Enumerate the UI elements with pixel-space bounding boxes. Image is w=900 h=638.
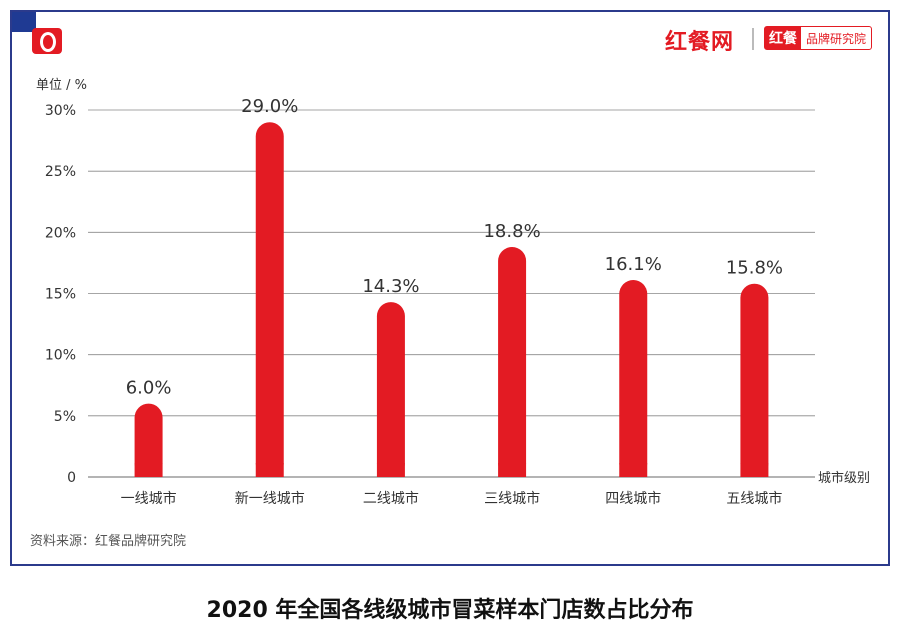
value-label: 15.8% xyxy=(726,258,783,279)
value-label: 6.0% xyxy=(126,378,172,399)
x-tick-label: 新一线城市 xyxy=(235,490,305,507)
x-tick-label: 一线城市 xyxy=(121,490,177,507)
brand-tag: 红餐 xyxy=(765,27,801,49)
brand-badge: 红餐 品牌研究院 xyxy=(764,26,873,50)
y-tick-label: 20% xyxy=(45,225,76,241)
bar-base-3 xyxy=(376,463,405,477)
y-tick-labels: 0 5% 10% 15% 20% 25% 30% xyxy=(45,103,76,486)
bar-base-4 xyxy=(498,463,527,477)
y-tick-label: 0 xyxy=(67,470,76,486)
value-label: 18.8% xyxy=(483,221,540,242)
y-tick-label: 5% xyxy=(54,409,76,425)
y-axis-unit-label: 单位 / % xyxy=(36,78,87,93)
grid-lines xyxy=(88,109,815,478)
bar-1 xyxy=(134,403,163,477)
brand-name: 红餐网 xyxy=(665,30,735,55)
x-tick-labels: 一线城市 新一线城市 二线城市 三线城市 四线城市 五线城市 xyxy=(121,490,783,507)
bar-3 xyxy=(376,302,405,477)
bar-chart: 0 5% 10% 15% 20% 25% 30% 6.0% 29.0% 14.3% 18.8% 16… xyxy=(45,96,870,507)
bar-2 xyxy=(255,122,284,477)
x-axis-label: 城市级别 xyxy=(818,470,870,486)
x-tick-label: 二线城市 xyxy=(363,490,419,507)
corner-accent xyxy=(12,12,36,32)
chart-caption: 2020 年全国各线级城市冒菜样本门店数占比分布 xyxy=(206,598,694,623)
bars xyxy=(134,122,769,477)
source-note: 资料来源：红餐品牌研究院 xyxy=(30,534,187,549)
bar-base-1 xyxy=(134,463,163,477)
bar-4 xyxy=(498,247,527,477)
x-tick-label: 四线城市 xyxy=(605,490,661,507)
value-label: 16.1% xyxy=(605,254,662,275)
y-tick-label: 15% xyxy=(45,287,76,303)
y-tick-label: 30% xyxy=(45,103,76,119)
y-tick-label: 25% xyxy=(45,164,76,180)
bar-5 xyxy=(619,280,648,477)
bar-base-5 xyxy=(619,463,648,477)
y-tick-label: 10% xyxy=(45,348,76,364)
bar-6 xyxy=(740,283,769,477)
bar-base-2 xyxy=(255,463,284,477)
brand-institute: 品牌研究院 xyxy=(806,31,867,46)
value-label: 14.3% xyxy=(362,276,419,297)
brand-divider xyxy=(752,28,754,50)
value-labels: 6.0% 29.0% 14.3% 18.8% 16.1% 15.8% xyxy=(126,96,783,398)
x-tick-label: 三线城市 xyxy=(484,490,540,507)
value-label: 29.0% xyxy=(241,96,298,117)
x-tick-label: 五线城市 xyxy=(726,490,782,507)
brand-logo-icon xyxy=(32,28,62,54)
bar-base-6 xyxy=(740,463,769,477)
